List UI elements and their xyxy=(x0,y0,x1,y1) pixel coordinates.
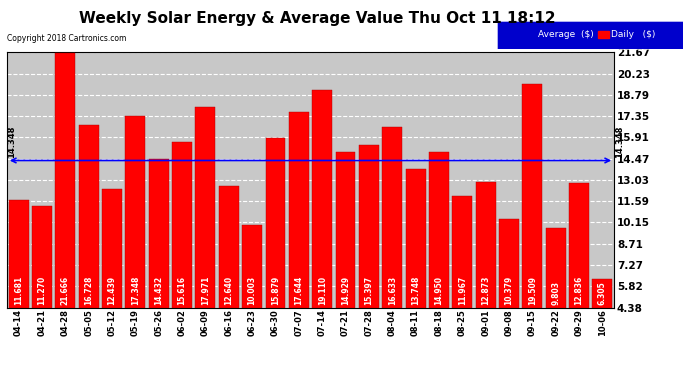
Bar xyxy=(32,206,52,308)
Text: 9.803: 9.803 xyxy=(551,281,560,305)
Bar xyxy=(219,186,239,308)
Text: Copyright 2018 Cartronics.com: Copyright 2018 Cartronics.com xyxy=(7,34,126,43)
Bar xyxy=(522,84,542,308)
Text: 15.397: 15.397 xyxy=(364,276,373,305)
Text: 12.439: 12.439 xyxy=(108,276,117,305)
Bar xyxy=(429,152,449,308)
Text: 16.728: 16.728 xyxy=(84,276,93,305)
Text: 19.509: 19.509 xyxy=(528,276,537,305)
Bar xyxy=(149,159,168,308)
Text: 19.110: 19.110 xyxy=(317,276,326,305)
Bar xyxy=(9,200,28,308)
Bar xyxy=(102,189,122,308)
Text: 14.432: 14.432 xyxy=(154,276,164,305)
Text: 12.640: 12.640 xyxy=(224,276,233,305)
Bar xyxy=(382,127,402,308)
Bar xyxy=(289,112,308,308)
Text: 14.950: 14.950 xyxy=(435,276,444,305)
Bar xyxy=(359,145,379,308)
Legend: Average  ($), Daily   ($): Average ($), Daily ($) xyxy=(523,29,657,40)
Bar xyxy=(569,183,589,308)
Bar xyxy=(453,196,472,308)
Text: 11.967: 11.967 xyxy=(457,276,467,305)
Bar xyxy=(79,125,99,308)
Bar xyxy=(475,182,495,308)
Text: 12.836: 12.836 xyxy=(575,276,584,305)
Bar xyxy=(172,142,192,308)
Bar xyxy=(335,152,355,308)
Text: 14.348: 14.348 xyxy=(615,126,624,158)
Bar xyxy=(266,138,286,308)
Text: 10.003: 10.003 xyxy=(248,276,257,305)
Bar xyxy=(195,107,215,307)
Bar xyxy=(546,228,566,308)
Bar xyxy=(313,90,332,308)
Text: Weekly Solar Energy & Average Value Thu Oct 11 18:12: Weekly Solar Energy & Average Value Thu … xyxy=(79,11,555,26)
Bar xyxy=(593,279,612,308)
Text: 12.873: 12.873 xyxy=(481,276,490,305)
Bar xyxy=(55,53,75,308)
Text: 14.348: 14.348 xyxy=(7,126,16,158)
Text: 21.666: 21.666 xyxy=(61,276,70,305)
Text: 16.633: 16.633 xyxy=(388,276,397,305)
Bar xyxy=(499,219,519,308)
Text: 15.616: 15.616 xyxy=(177,276,186,305)
Text: 11.681: 11.681 xyxy=(14,276,23,305)
Text: 14.929: 14.929 xyxy=(341,276,350,305)
Text: 17.971: 17.971 xyxy=(201,276,210,305)
Bar xyxy=(242,225,262,308)
Bar xyxy=(126,116,146,308)
Text: 17.348: 17.348 xyxy=(131,276,140,305)
Text: 11.270: 11.270 xyxy=(37,276,46,305)
Text: 6.305: 6.305 xyxy=(598,282,607,305)
Text: 15.879: 15.879 xyxy=(271,276,280,305)
Text: 13.748: 13.748 xyxy=(411,276,420,305)
Bar xyxy=(406,170,426,308)
Text: 10.379: 10.379 xyxy=(504,276,513,305)
Text: 17.644: 17.644 xyxy=(295,276,304,305)
